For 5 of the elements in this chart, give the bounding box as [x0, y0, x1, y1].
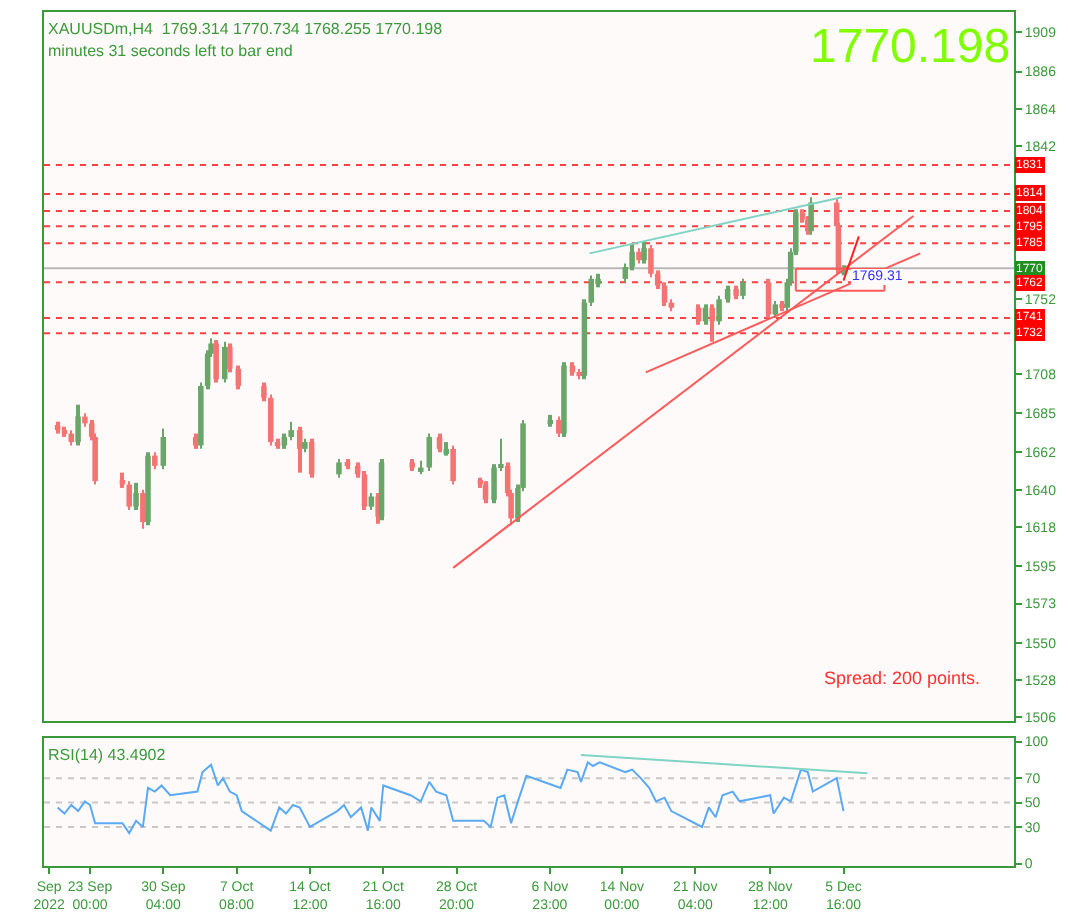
- text: RSI(14) 43.4902: [48, 746, 167, 764]
- text: minutes 31 seconds left to bar end: [48, 42, 293, 60]
- annotation: 1770.198: [810, 20, 1011, 74]
- text: XAUUSDm,H4 1769.314 1770.734 1768.255 1770.198: [48, 20, 444, 38]
- annotation: Spread: 200 points.: [824, 668, 981, 688]
